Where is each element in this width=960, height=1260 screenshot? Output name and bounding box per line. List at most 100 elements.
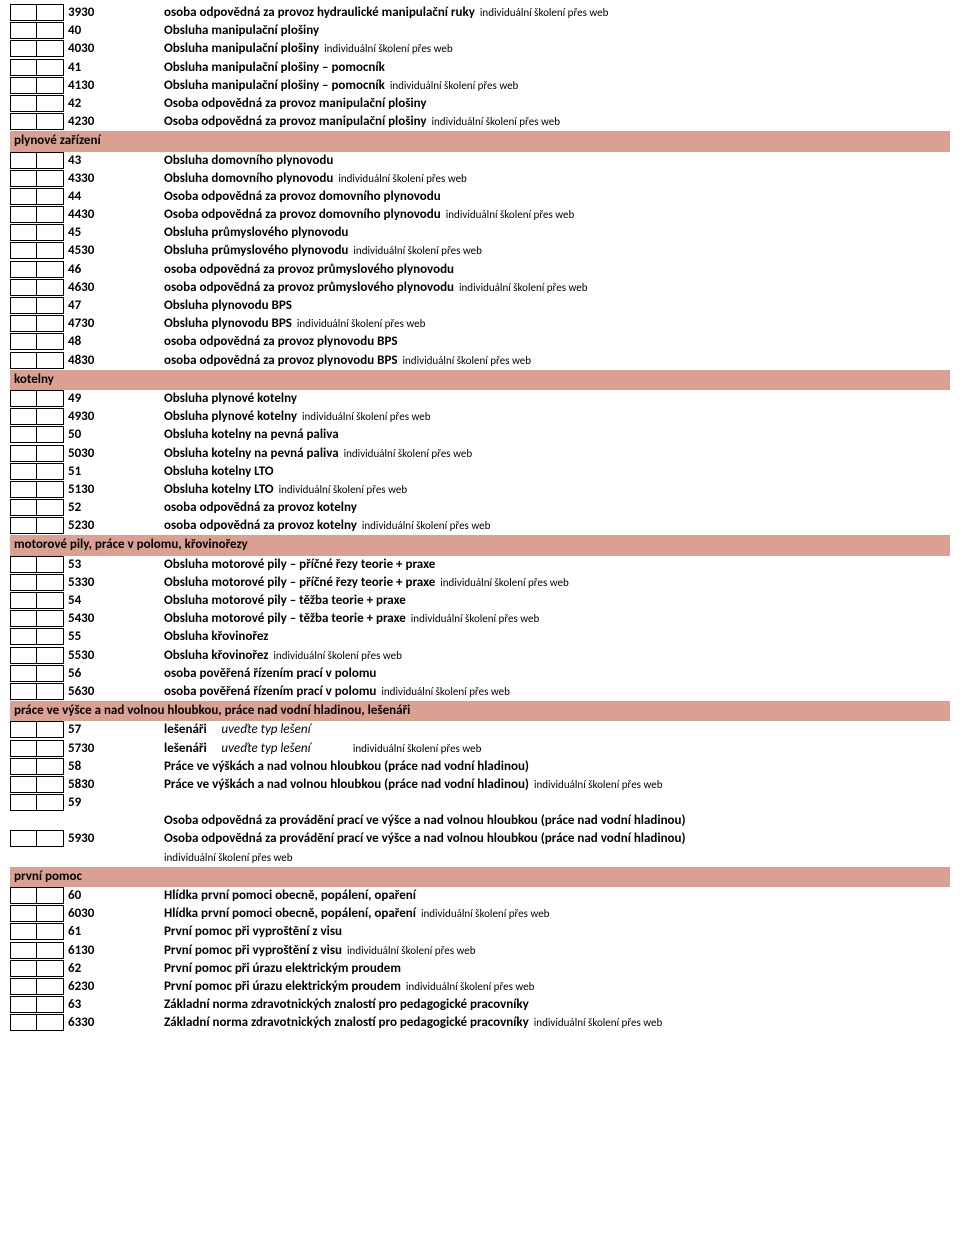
checkbox-cell[interactable]	[37, 352, 64, 369]
checkbox-cell[interactable]	[37, 721, 64, 738]
checkbox-cell[interactable]	[37, 592, 64, 609]
checkbox-cell[interactable]	[37, 463, 64, 480]
checkbox-cell[interactable]	[10, 592, 37, 609]
checkbox-cell[interactable]	[10, 683, 37, 700]
checkbox-cell[interactable]	[37, 315, 64, 332]
checkbox-cell[interactable]	[10, 628, 37, 645]
checkbox-cell[interactable]	[37, 279, 64, 296]
checkbox-cell[interactable]	[37, 188, 64, 205]
checkbox-cell[interactable]	[37, 740, 64, 757]
checkbox-cell[interactable]	[37, 426, 64, 443]
checkbox-cell[interactable]	[10, 905, 37, 922]
checkbox-cell[interactable]	[37, 905, 64, 922]
checkbox-cell[interactable]	[37, 887, 64, 904]
checkbox-cell[interactable]	[10, 188, 37, 205]
checkbox-cell[interactable]	[10, 758, 37, 775]
checkbox-cell[interactable]	[37, 923, 64, 940]
checkbox-cell[interactable]	[10, 1014, 37, 1031]
checkbox-cell[interactable]	[37, 113, 64, 130]
checkbox-cell[interactable]	[10, 960, 37, 977]
checkbox-cell[interactable]	[10, 556, 37, 573]
checkbox-cell[interactable]	[37, 794, 64, 811]
checkbox-cell[interactable]	[10, 942, 37, 959]
checkbox-cell[interactable]	[10, 445, 37, 462]
checkbox-cell[interactable]	[37, 665, 64, 682]
checkbox-cell[interactable]	[37, 390, 64, 407]
checkbox-cell[interactable]	[37, 517, 64, 534]
checkbox-cell[interactable]	[37, 4, 64, 21]
checkbox-cell[interactable]	[37, 481, 64, 498]
checkbox-cell[interactable]	[10, 4, 37, 21]
checkbox-cell[interactable]	[10, 95, 37, 112]
checkbox-cell[interactable]	[10, 740, 37, 757]
checkbox-cell[interactable]	[37, 499, 64, 516]
checkbox-cell[interactable]	[10, 647, 37, 664]
checkbox-cell[interactable]	[10, 59, 37, 76]
checkbox-cell[interactable]	[10, 113, 37, 130]
checkbox-cell[interactable]	[10, 315, 37, 332]
checkbox-cell[interactable]	[37, 297, 64, 314]
checkbox-cell[interactable]	[37, 574, 64, 591]
checkbox-cell[interactable]	[10, 517, 37, 534]
checkbox-cell[interactable]	[37, 1014, 64, 1031]
checkbox-cell[interactable]	[10, 830, 37, 847]
checkbox-cell[interactable]	[37, 776, 64, 793]
checkbox-cell[interactable]	[10, 242, 37, 259]
checkbox-cell[interactable]	[37, 242, 64, 259]
checkbox-cell[interactable]	[10, 352, 37, 369]
checkbox-cell[interactable]	[10, 574, 37, 591]
checkbox-cell[interactable]	[37, 95, 64, 112]
checkbox-cell[interactable]	[10, 279, 37, 296]
checkbox-cell[interactable]	[10, 426, 37, 443]
checkbox-cell[interactable]	[37, 942, 64, 959]
checkbox-cell[interactable]	[10, 408, 37, 425]
checkbox-cell[interactable]	[37, 408, 64, 425]
checkbox-cell[interactable]	[10, 224, 37, 241]
checkbox-cell[interactable]	[10, 665, 37, 682]
list-row: 6330Základní norma zdravotnických znalos…	[10, 1014, 950, 1032]
checkbox-cell[interactable]	[37, 40, 64, 57]
checkbox-cell[interactable]	[37, 683, 64, 700]
description: Obsluha domovního plynovodu individuální…	[164, 170, 950, 188]
checkbox-cell[interactable]	[37, 206, 64, 223]
checkbox-cell[interactable]	[37, 224, 64, 241]
checkbox-cell[interactable]	[10, 77, 37, 94]
checkbox-cell[interactable]	[37, 830, 64, 847]
checkbox-cell[interactable]	[10, 170, 37, 187]
checkbox-cell[interactable]	[10, 794, 37, 811]
checkbox-cell[interactable]	[10, 499, 37, 516]
checkbox-cell[interactable]	[37, 556, 64, 573]
checkbox-cell[interactable]	[37, 77, 64, 94]
checkbox-cell[interactable]	[37, 22, 64, 39]
checkbox-cell[interactable]	[10, 887, 37, 904]
checkbox-cell[interactable]	[37, 610, 64, 627]
checkbox-cell[interactable]	[10, 463, 37, 480]
checkbox-cell[interactable]	[37, 996, 64, 1013]
checkbox-cell[interactable]	[37, 445, 64, 462]
checkbox-cell[interactable]	[37, 647, 64, 664]
checkbox-cell[interactable]	[37, 960, 64, 977]
checkbox-cell[interactable]	[10, 297, 37, 314]
checkbox-cell[interactable]	[10, 481, 37, 498]
checkbox-cell[interactable]	[37, 758, 64, 775]
checkbox-cell[interactable]	[37, 261, 64, 278]
checkbox-cell[interactable]	[10, 996, 37, 1013]
checkbox-cell[interactable]	[10, 261, 37, 278]
checkbox-cell[interactable]	[37, 333, 64, 350]
checkbox-cell[interactable]	[10, 333, 37, 350]
checkbox-cell[interactable]	[37, 978, 64, 995]
checkbox-cell[interactable]	[10, 22, 37, 39]
checkbox-cell[interactable]	[10, 390, 37, 407]
checkbox-cell[interactable]	[10, 978, 37, 995]
checkbox-cell[interactable]	[37, 170, 64, 187]
checkbox-cell[interactable]	[10, 206, 37, 223]
checkbox-cell[interactable]	[10, 610, 37, 627]
checkbox-cell[interactable]	[37, 628, 64, 645]
checkbox-cell[interactable]	[10, 923, 37, 940]
checkbox-cell[interactable]	[10, 40, 37, 57]
checkbox-cell[interactable]	[37, 59, 64, 76]
checkbox-cell[interactable]	[37, 152, 64, 169]
checkbox-cell[interactable]	[10, 152, 37, 169]
checkbox-cell[interactable]	[10, 776, 37, 793]
checkbox-cell[interactable]	[10, 721, 37, 738]
